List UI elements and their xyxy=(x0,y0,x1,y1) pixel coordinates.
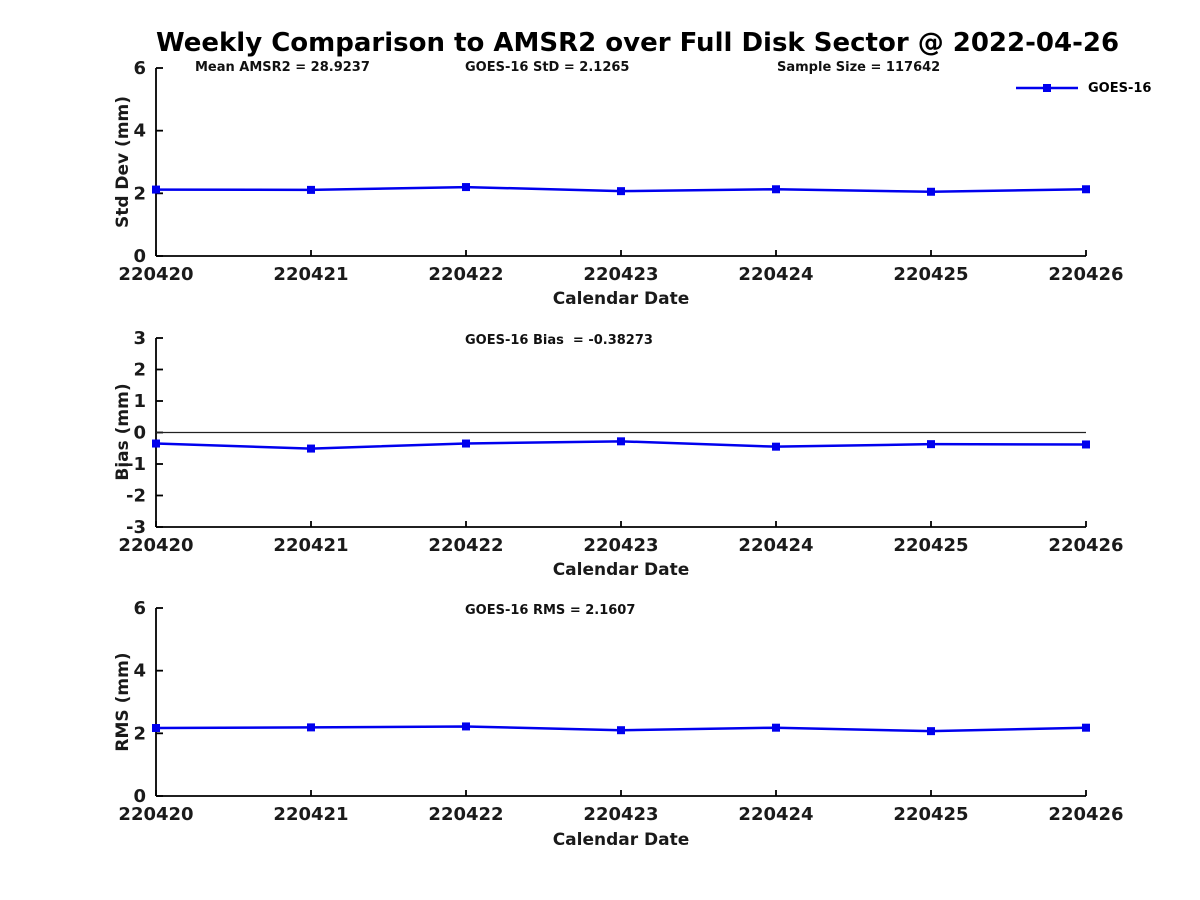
y-tick-label: -1 xyxy=(126,454,146,475)
x-tick-label: 220425 xyxy=(893,804,968,825)
data-point xyxy=(462,439,470,448)
data-point xyxy=(462,722,470,731)
x-tick-label: 220422 xyxy=(428,535,503,556)
data-point xyxy=(617,437,625,446)
data-point xyxy=(617,726,625,735)
stat-mean-amsr2: Mean AMSR2 = 28.9237 xyxy=(195,60,370,75)
data-point xyxy=(617,187,625,196)
y-tick-label: 2 xyxy=(133,360,146,381)
data-point xyxy=(152,185,160,194)
y-tick-label: -3 xyxy=(126,517,146,538)
data-point xyxy=(927,440,935,449)
x-tick-label: 220424 xyxy=(738,535,813,556)
data-point xyxy=(772,723,780,732)
subplot-bias: -3 -2 -1 0 1 2 3 220420 220421 220422 220423 220424… xyxy=(118,328,1123,556)
legend-label: GOES-16 xyxy=(1088,80,1152,96)
subplot-stddev: 0 2 4 6 220420 220421 220422 220423 220424 220425… xyxy=(118,58,1123,285)
data-point xyxy=(1082,440,1090,449)
data-point xyxy=(307,185,315,194)
stat-goes16-std: GOES-16 StD = 2.1265 xyxy=(465,60,630,75)
y-tick-label: 0 xyxy=(133,786,146,807)
y-tick-label: -2 xyxy=(126,486,146,507)
data-point xyxy=(927,187,935,196)
data-point xyxy=(152,439,160,448)
x-tick-label: 220420 xyxy=(118,264,193,285)
x-tick-label: 220421 xyxy=(273,804,348,825)
x-tick-label: 220421 xyxy=(273,535,348,556)
x-tick-label: 220424 xyxy=(738,264,813,285)
subplot-rms: 0 2 4 6 220420 220421 220422 220423 220424 220425… xyxy=(118,598,1123,825)
x-tick-label: 220426 xyxy=(1048,264,1123,285)
x-tick-label: 220422 xyxy=(428,804,503,825)
data-point xyxy=(152,724,160,733)
y-tick-label: 4 xyxy=(133,661,146,682)
data-point xyxy=(462,183,470,192)
chart-title: Weekly Comparison to AMSR2 over Full Dis… xyxy=(156,28,1120,58)
x-axis-label-3: Calendar Date xyxy=(552,830,690,850)
x-tick-label: 220423 xyxy=(583,264,658,285)
legend-line-sample-icon xyxy=(1016,84,1078,92)
x-tick-label: 220421 xyxy=(273,264,348,285)
data-point xyxy=(927,727,935,736)
x-tick-label: 220424 xyxy=(738,804,813,825)
y-tick-label: 6 xyxy=(133,58,146,79)
stat-sample-size: Sample Size = 117642 xyxy=(777,60,941,75)
y-tick-label: 6 xyxy=(133,598,146,619)
data-point xyxy=(772,442,780,451)
y-tick-label: 2 xyxy=(133,183,146,204)
x-tick-label: 220423 xyxy=(583,804,658,825)
data-point xyxy=(307,444,315,453)
stat-goes16-bias: GOES-16 Bias = -0.38273 xyxy=(465,333,653,348)
y-tick-label: 0 xyxy=(133,246,146,267)
x-tick-label: 220420 xyxy=(118,804,193,825)
y-tick-label: 0 xyxy=(133,423,146,444)
legend: GOES-16 xyxy=(1014,80,1151,96)
data-point xyxy=(1082,185,1090,194)
x-tick-label: 220422 xyxy=(428,264,503,285)
y-tick-label: 1 xyxy=(133,391,146,412)
x-tick-label: 220420 xyxy=(118,535,193,556)
x-tick-label: 220423 xyxy=(583,535,658,556)
x-tick-label: 220426 xyxy=(1048,804,1123,825)
data-point xyxy=(307,723,315,732)
y-tick-label: 3 xyxy=(133,328,146,349)
x-axis-label-1: Calendar Date xyxy=(552,289,690,309)
x-tick-label: 220425 xyxy=(893,535,968,556)
y-tick-label: 4 xyxy=(133,121,146,142)
data-point xyxy=(772,185,780,194)
x-axis-label-2: Calendar Date xyxy=(552,560,690,580)
x-tick-label: 220425 xyxy=(893,264,968,285)
stat-goes16-rms: GOES-16 RMS = 2.1607 xyxy=(465,603,636,618)
x-tick-label: 220426 xyxy=(1048,535,1123,556)
y-tick-label: 2 xyxy=(133,723,146,744)
data-point xyxy=(1082,723,1090,732)
